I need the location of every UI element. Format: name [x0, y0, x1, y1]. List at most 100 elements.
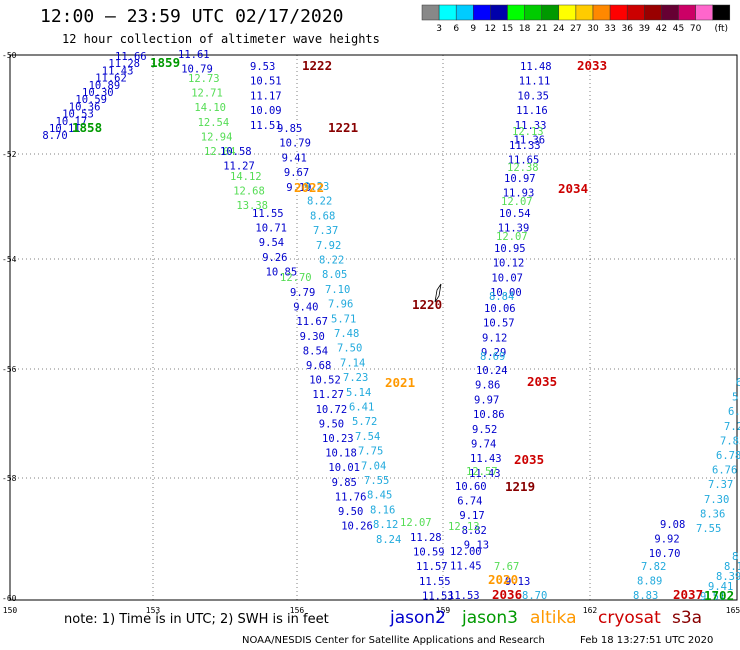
swh-value-label: 10.86	[473, 409, 505, 421]
color-scale-label: 18	[519, 24, 531, 34]
color-swatch	[712, 4, 731, 21]
swh-value-label: 10.59	[413, 547, 445, 559]
color-scale-bar: 3 6 9 12 15 18 21 24 27 30 33 36 39 42 45 70 (ft)	[421, 4, 731, 34]
swh-value-label: 11.48	[520, 61, 552, 73]
lat-tick-label: -52	[2, 150, 17, 159]
swh-value-label: 8.36	[700, 508, 725, 520]
chart-subtitle: 12 hour collection of altimeter wave hei…	[62, 32, 380, 46]
swh-value-label: 7.29	[724, 421, 740, 433]
swh-value-label: 12.94	[201, 131, 233, 143]
pass-time-label: 1859	[150, 55, 180, 70]
legend-s3a: s3a	[672, 608, 703, 628]
swh-value-label: 7.48	[334, 328, 359, 340]
color-scale-label: 3	[436, 24, 442, 34]
swh-value-label: 9.54	[259, 237, 284, 249]
swh-value-label: 7.04	[361, 460, 386, 472]
lon-tick-label: 156	[290, 606, 305, 615]
swh-value-label: 14.12	[230, 171, 262, 183]
color-scale-unit: (ft)	[714, 24, 728, 34]
swh-value-label: 10.58	[220, 146, 252, 158]
swh-value-label: 5.8	[732, 392, 740, 404]
swh-value-label: 11.11	[519, 76, 551, 88]
swh-value-label: 5.72	[352, 416, 377, 428]
swh-value-label: 12.13	[448, 521, 480, 533]
swh-value-label: 9.52	[472, 424, 497, 436]
swh-value-label: 8.05	[322, 269, 347, 281]
swh-value-label: 11.28	[108, 58, 140, 70]
pass-time-label: 1219	[505, 479, 535, 494]
agency-credit: NOAA/NESDIS Center for Satellite Applica…	[242, 635, 545, 646]
swh-value-label: 8.12	[373, 519, 398, 531]
pass-time-label: 2034	[558, 181, 588, 196]
swh-value-label: 12.57	[466, 466, 498, 478]
swh-value-label: 7.14	[340, 357, 365, 369]
swh-value-label: 7.54	[355, 431, 380, 443]
swh-value-label: 11.61	[178, 49, 210, 61]
lon-tick-label: 162	[583, 606, 598, 615]
color-scale-label: 12	[485, 24, 496, 34]
swh-value-label: 11.28	[410, 532, 442, 544]
swh-value-label: 12.13	[512, 126, 544, 138]
swh-value-label: 10.52	[309, 375, 341, 387]
swh-value-label: 10.30	[82, 87, 114, 99]
swh-value-label: 9.74	[471, 439, 496, 451]
legend-jason2: jason2	[390, 608, 446, 628]
lon-tick-label: 153	[146, 606, 161, 615]
swh-value-label: 11.93	[503, 188, 535, 200]
swh-value-label: 11.39	[498, 223, 530, 235]
swh-value-label: 10.12	[493, 258, 525, 270]
swh-value-label: 12.73	[188, 73, 220, 85]
pass-time-label: 1220	[412, 297, 442, 312]
swh-value-label: 9.08	[660, 519, 685, 531]
pass-time-label: 2022	[294, 180, 324, 195]
swh-value-label: 12.04	[204, 146, 236, 158]
swh-value-label: 10.18	[325, 448, 357, 460]
swh-value-label: 8.	[732, 551, 740, 563]
legend-cryosat: cryosat	[598, 608, 661, 628]
pass-time-label: 2035	[527, 374, 557, 389]
swh-value-label: 10.79	[279, 138, 311, 150]
swh-value-label: 8.39	[716, 571, 740, 583]
swh-value-label: 9.53	[250, 61, 275, 73]
swh-value-label: 9.50	[319, 418, 344, 430]
color-scale-label: 15	[502, 24, 513, 34]
swh-value-label: 12.07	[400, 517, 432, 529]
swh-value-label: 9.79	[290, 287, 315, 299]
swh-value-label: 6.74	[457, 496, 482, 508]
swh-value-label: 10.01	[328, 462, 360, 474]
swh-value-label: 8.69	[480, 351, 505, 363]
swh-value-label: 9.13	[505, 576, 530, 588]
swh-value-label: 11.53	[448, 590, 480, 602]
swh-value-label: 10.07	[491, 272, 523, 284]
swh-value-label: 9.17	[459, 510, 484, 522]
swh-value-label: 11.27	[223, 161, 255, 173]
pass-time-label: 1858	[72, 120, 102, 135]
swh-value-label: 9.68	[306, 360, 331, 372]
swh-value-label: 10.70	[649, 548, 681, 560]
swh-value-label: 12.54	[198, 117, 230, 129]
swh-value-label: 12.07	[496, 231, 528, 243]
swh-value-label: 10.97	[504, 173, 536, 185]
lat-tick-label: -50	[2, 51, 17, 60]
swh-value-label: 8.45	[367, 490, 392, 502]
swh-value-label: 10.95	[494, 243, 526, 255]
pass-time-label: 2021	[385, 375, 415, 390]
swh-value-label: 11.27	[312, 389, 344, 401]
swh-value-label: 11.53	[422, 590, 454, 602]
swh-value-label: 7.83	[720, 435, 740, 447]
swh-value-label: 8.68	[310, 210, 335, 222]
color-scale-label: 6	[453, 24, 459, 34]
swh-value-label: 9.50	[338, 506, 363, 518]
swh-value-label: 11.65	[508, 155, 540, 167]
swh-value-label: 8.24	[376, 534, 401, 546]
swh-value-label: 5.14	[346, 387, 371, 399]
map-frame	[9, 54, 738, 601]
swh-value-label: 6.1	[728, 406, 740, 418]
swh-value-label: 9.30	[300, 331, 325, 343]
chart-title: 12:00 – 23:59 UTC 02/17/2020	[40, 6, 344, 27]
swh-value-label: 8.89	[637, 576, 662, 588]
legend-altika: altika	[530, 608, 577, 628]
swh-value-label: 11.33	[509, 140, 541, 152]
swh-value-label: 10.79	[181, 64, 213, 76]
